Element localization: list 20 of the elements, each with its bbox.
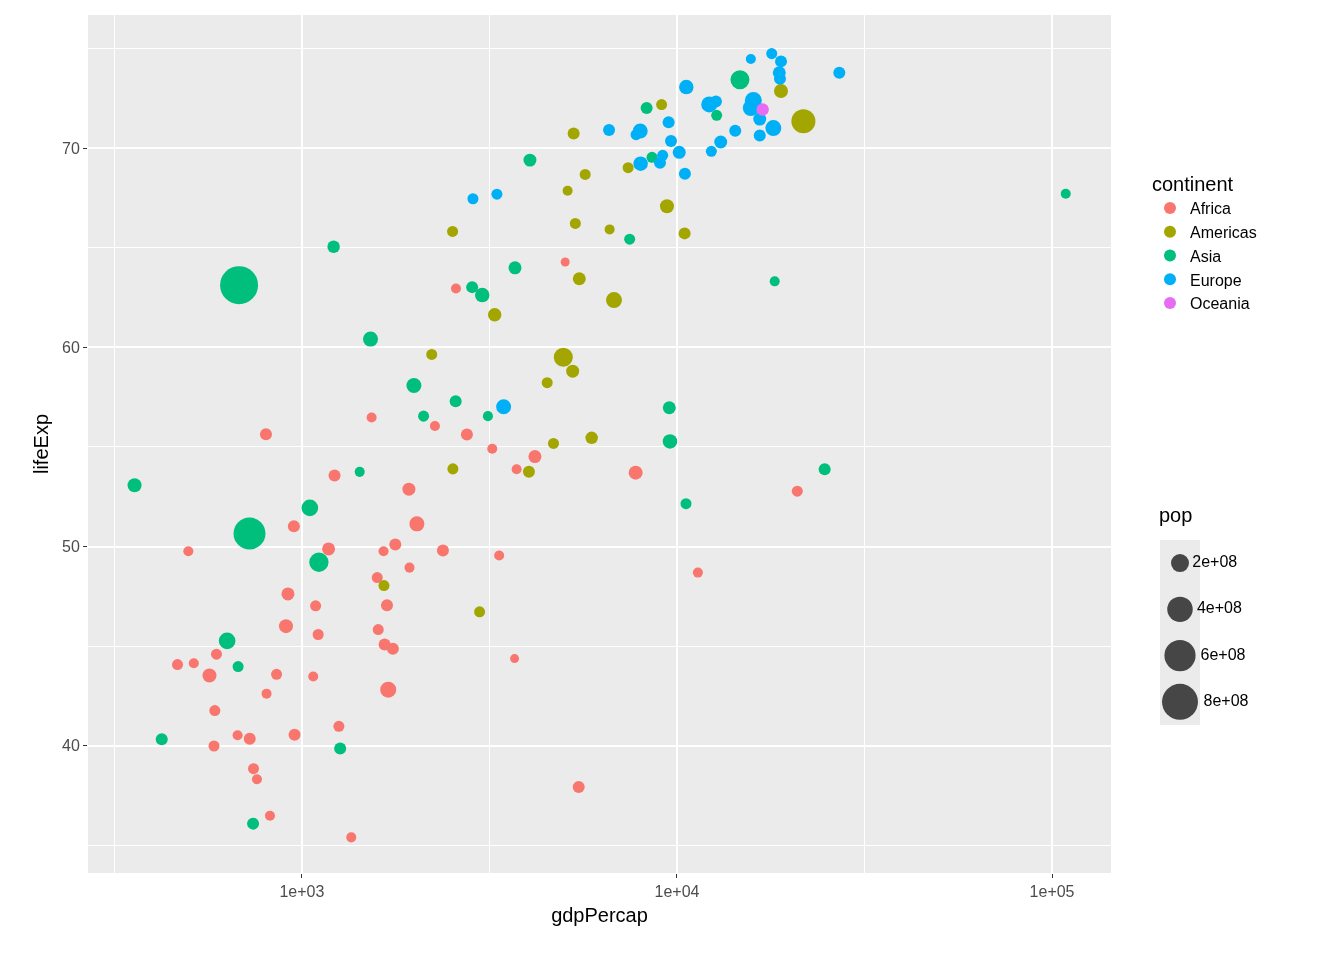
x-tick-label: 1e+03 bbox=[279, 883, 325, 901]
text: pop bbox=[1159, 504, 1193, 526]
y-tick-label: 50 bbox=[62, 538, 80, 556]
legend-title: continent bbox=[1152, 173, 1234, 195]
legend-label: Oceania bbox=[1190, 295, 1250, 313]
legend-label: 2e+08 bbox=[1192, 553, 1238, 571]
y-tick-label: 40 bbox=[62, 737, 80, 755]
legend-label: Americas bbox=[1190, 223, 1257, 241]
legend-label: Europe bbox=[1190, 271, 1242, 289]
y-tick-label: 70 bbox=[62, 139, 80, 157]
legend-label: 6e+08 bbox=[1200, 645, 1246, 663]
x-axis-title: gdpPercap bbox=[551, 903, 648, 926]
y-axis-title: lifeExp bbox=[29, 413, 52, 475]
x-tick-label: 1e+04 bbox=[654, 883, 700, 901]
legend-label: Asia bbox=[1190, 247, 1222, 265]
legend-label: Africa bbox=[1190, 200, 1231, 218]
x-tick-label: 1e+05 bbox=[1029, 883, 1075, 901]
legend-label: 4e+08 bbox=[1196, 599, 1242, 617]
y-tick-label: 60 bbox=[62, 339, 80, 357]
legend-label: 8e+08 bbox=[1203, 691, 1249, 709]
